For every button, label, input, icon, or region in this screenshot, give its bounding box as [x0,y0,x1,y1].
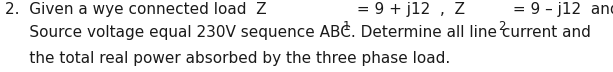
Text: = 9 – j12  and Z: = 9 – j12 and Z [508,2,613,17]
Text: 2: 2 [498,20,506,33]
Text: Source voltage equal 230V sequence ABC. Determine all line current and: Source voltage equal 230V sequence ABC. … [5,25,591,40]
Text: 1: 1 [343,20,350,33]
Text: 2.  Given a wye connected load  Z: 2. Given a wye connected load Z [5,2,267,17]
Text: the total real power absorbed by the three phase load.: the total real power absorbed by the thr… [5,51,450,66]
Text: = 9 + j12  ,  Z: = 9 + j12 , Z [352,2,465,17]
